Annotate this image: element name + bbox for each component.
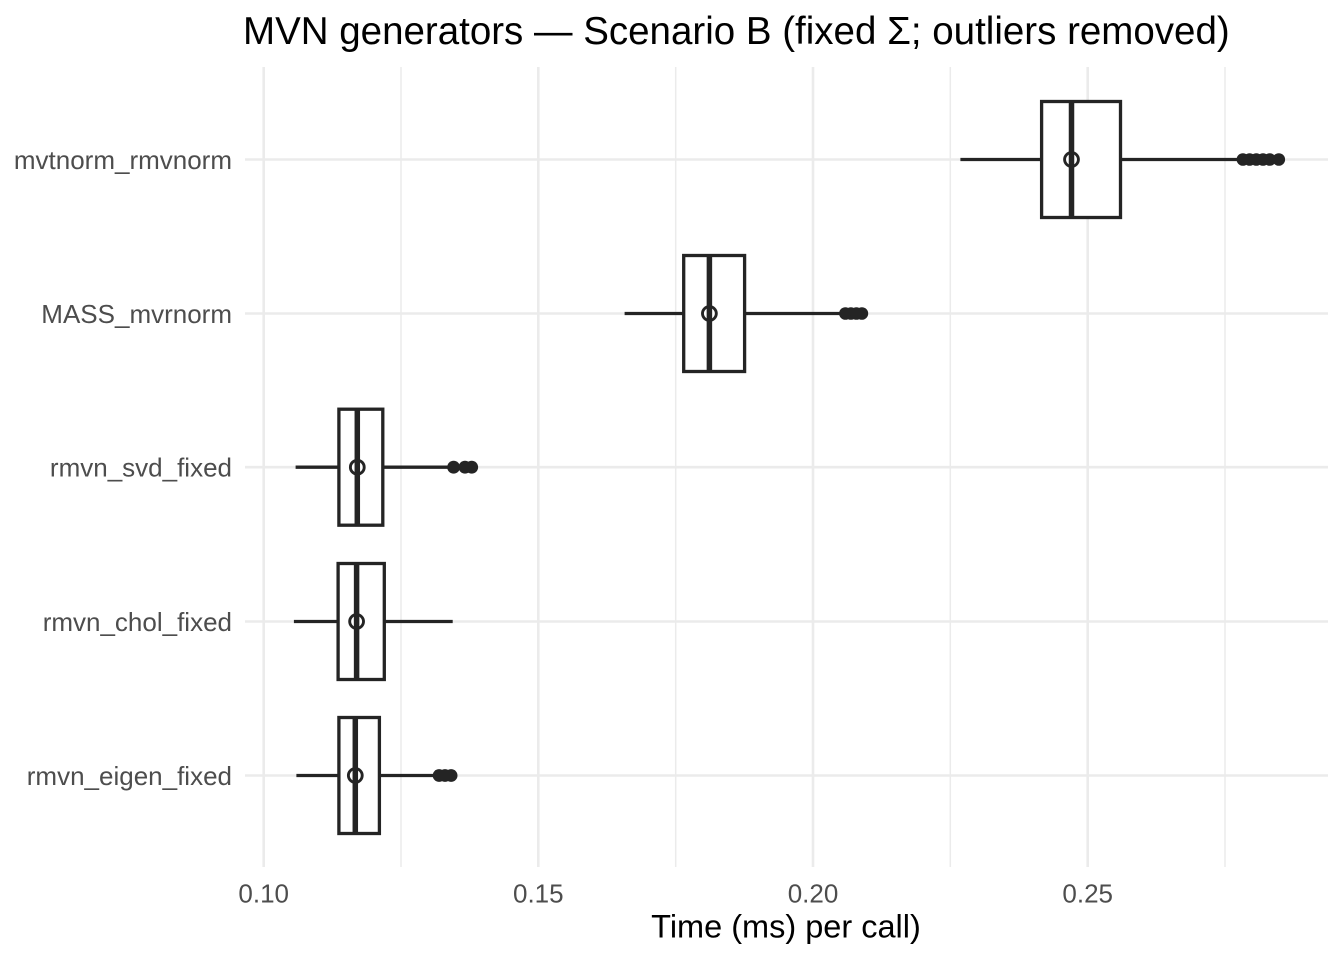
svg-text:Time (ms) per call): Time (ms) per call) <box>651 909 921 945</box>
svg-text:mvtnorm_rmvnorm: mvtnorm_rmvnorm <box>14 145 232 175</box>
svg-text:0.10: 0.10 <box>238 878 289 908</box>
svg-text:MVN generators — Scenario B (f: MVN generators — Scenario B (fixed Σ; ou… <box>243 10 1230 53</box>
svg-text:rmvn_eigen_fixed: rmvn_eigen_fixed <box>27 761 232 791</box>
svg-text:0.25: 0.25 <box>1062 878 1113 908</box>
svg-text:0.15: 0.15 <box>513 878 564 908</box>
svg-text:0.20: 0.20 <box>788 878 839 908</box>
svg-text:MASS_mvrnorm: MASS_mvrnorm <box>41 299 232 329</box>
svg-text:rmvn_svd_fixed: rmvn_svd_fixed <box>50 452 232 482</box>
svg-text:rmvn_chol_fixed: rmvn_chol_fixed <box>43 607 232 637</box>
